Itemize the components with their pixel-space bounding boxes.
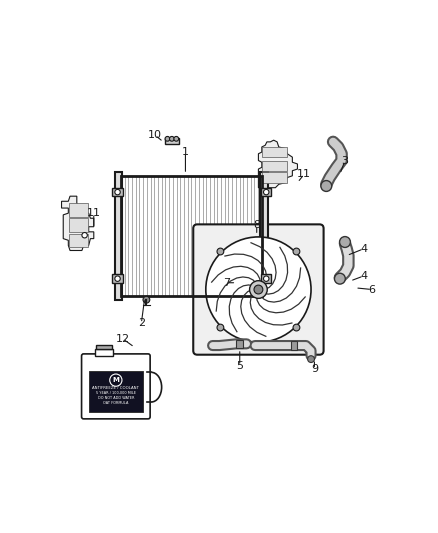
Bar (291, 342, 297, 350)
Bar (88, 371, 143, 411)
Circle shape (254, 285, 263, 294)
Text: 6: 6 (369, 285, 376, 295)
Bar (261, 274, 271, 282)
Text: 12: 12 (116, 334, 130, 344)
Text: ANTIFREEZE / COOLANT: ANTIFREEZE / COOLANT (92, 386, 139, 390)
FancyBboxPatch shape (193, 224, 324, 354)
Text: 10: 10 (148, 130, 162, 140)
Bar (69, 218, 88, 232)
Circle shape (170, 136, 174, 141)
Circle shape (82, 232, 87, 238)
Text: 7: 7 (223, 278, 230, 288)
Text: 11: 11 (297, 169, 311, 179)
Circle shape (264, 189, 269, 195)
Text: 3: 3 (342, 156, 349, 166)
Text: M: M (113, 377, 119, 383)
Text: 1: 1 (182, 147, 189, 157)
Bar (165, 138, 179, 144)
Text: 8: 8 (253, 220, 260, 230)
Bar (95, 349, 113, 356)
Polygon shape (258, 140, 297, 188)
Text: DO NOT ADD WATER: DO NOT ADD WATER (98, 396, 134, 400)
Circle shape (174, 136, 179, 141)
Circle shape (143, 296, 150, 303)
Circle shape (115, 189, 120, 195)
Text: 4: 4 (360, 244, 367, 254)
Text: 5: 5 (236, 361, 243, 371)
Polygon shape (61, 196, 94, 251)
Circle shape (217, 324, 224, 331)
Circle shape (321, 181, 332, 191)
Text: OAT FORMULA: OAT FORMULA (103, 401, 128, 405)
Circle shape (165, 136, 170, 141)
Bar (96, 345, 112, 349)
Circle shape (264, 276, 269, 281)
Circle shape (335, 273, 345, 284)
Bar (69, 203, 88, 216)
Bar (262, 147, 287, 157)
Bar (262, 160, 287, 171)
Circle shape (307, 356, 314, 362)
Bar (113, 188, 123, 196)
Text: 11: 11 (87, 208, 101, 218)
Bar (237, 340, 243, 348)
Circle shape (339, 237, 350, 247)
Bar (261, 188, 271, 196)
Bar (69, 233, 88, 247)
Circle shape (217, 248, 224, 255)
Bar (260, 172, 268, 300)
Bar (262, 172, 287, 183)
Text: 4: 4 (360, 271, 367, 281)
Circle shape (250, 281, 267, 298)
Text: 2: 2 (138, 319, 145, 328)
Circle shape (115, 276, 120, 281)
Text: 5 YEAR / 100,000 MILE: 5 YEAR / 100,000 MILE (96, 391, 136, 395)
Circle shape (206, 237, 311, 342)
Circle shape (293, 324, 300, 331)
Bar (115, 172, 122, 300)
Bar (121, 176, 262, 296)
Text: 9: 9 (311, 364, 318, 374)
FancyBboxPatch shape (81, 354, 150, 419)
Circle shape (293, 248, 300, 255)
Bar (113, 274, 123, 282)
